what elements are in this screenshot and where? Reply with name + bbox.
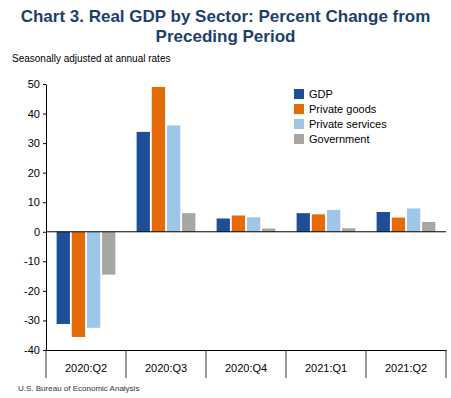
bar: [87, 232, 100, 328]
bar: [102, 232, 115, 275]
y-axis-line: [46, 85, 47, 351]
chart: Chart 3. Real GDP by Sector: Percent Cha…: [0, 0, 451, 398]
y-tick: -20: [24, 285, 46, 297]
y-tick-label: 0: [34, 226, 40, 238]
bar: [57, 232, 70, 324]
x-tick-label: 2020:Q2: [65, 362, 107, 374]
bar: [407, 208, 420, 231]
y-tick-label: -30: [24, 314, 40, 326]
y-tick: 30: [28, 137, 46, 149]
legend-label: GDP: [309, 88, 333, 100]
bars: [57, 87, 436, 337]
category-separator: [46, 350, 47, 378]
category-separator: [206, 350, 207, 378]
y-axis: -40 -30 -20 -10 0 10 20 30 40 50: [24, 78, 46, 356]
y-tick-label: 50: [28, 78, 40, 90]
y-tick: -10: [24, 255, 46, 267]
x-tick-label: 2020:Q3: [145, 362, 187, 374]
bar: [247, 217, 260, 231]
bar: [392, 218, 405, 232]
title: Chart 3. Real GDP by Sector: Percent Cha…: [21, 7, 431, 46]
x-tick: 2020:Q3: [145, 350, 187, 374]
y-tick-mark: [43, 232, 46, 233]
y-tick-mark: [43, 350, 46, 351]
legend-item: Private goods: [294, 103, 377, 115]
category-separator: [126, 350, 127, 378]
x-tick: 2020:Q4: [225, 350, 267, 374]
y-tick-label: 30: [28, 137, 40, 149]
y-tick: 40: [28, 108, 46, 120]
y-tick-mark: [43, 202, 46, 203]
category-separator: [286, 350, 287, 378]
zero-line: [46, 231, 446, 232]
y-tick: 50: [28, 78, 46, 90]
legend-item: Government: [294, 133, 370, 145]
bar: [182, 213, 195, 232]
bar: [422, 222, 435, 232]
y-tick: 0: [34, 226, 46, 238]
y-tick-mark: [43, 173, 46, 174]
y-tick: -30: [24, 314, 46, 326]
y-tick-mark: [43, 261, 46, 262]
source: U.S. Bureau of Economic Analysis: [18, 384, 139, 393]
legend-item: GDP: [294, 88, 333, 100]
x-tick: 2021:Q2: [385, 350, 427, 374]
bar: [232, 216, 245, 232]
category-separators: [46, 350, 446, 378]
legend-swatch: [294, 134, 304, 144]
y-tick-label: -10: [24, 255, 40, 267]
legend-item: Private services: [294, 118, 387, 130]
y-tick-mark: [43, 291, 46, 292]
legend-swatch: [294, 104, 304, 114]
subtitle: Seasonally adjusted at annual rates: [12, 53, 170, 64]
x-tick-label: 2021:Q1: [305, 362, 347, 374]
bar: [72, 232, 85, 337]
y-tick-mark: [43, 84, 46, 85]
x-tick-label: 2021:Q2: [385, 362, 427, 374]
y-tick-label: 40: [28, 108, 40, 120]
y-tick-mark: [43, 114, 46, 115]
legend-label: Private goods: [309, 103, 377, 115]
bar: [377, 212, 390, 232]
y-tick-label: -40: [24, 344, 40, 356]
x-tick-label: 2020:Q4: [225, 362, 267, 374]
y-tick: -40: [24, 344, 46, 356]
x-axis: 2020:Q2 2020:Q3 2020:Q4 2021:Q1 2021:Q2: [47, 350, 447, 374]
legend: GDP Private goods Private services Governme…: [294, 88, 387, 145]
y-tick: 10: [28, 196, 46, 208]
x-tick: 2021:Q1: [305, 350, 347, 374]
bar: [137, 132, 150, 232]
bar: [152, 87, 165, 232]
bar: [217, 218, 230, 231]
bar: [327, 210, 340, 232]
category-separator: [366, 350, 367, 378]
bar: [167, 125, 180, 231]
y-tick-label: 20: [28, 167, 40, 179]
y-tick-label: -20: [24, 285, 40, 297]
category-separator: [446, 350, 447, 378]
legend-label: Government: [309, 133, 370, 145]
legend-swatch: [294, 89, 304, 99]
y-tick: 20: [28, 167, 46, 179]
bar: [297, 213, 310, 232]
legend-label: Private services: [309, 118, 387, 130]
y-tick-mark: [43, 320, 46, 321]
x-tick: 2020:Q2: [65, 350, 107, 374]
bar: [312, 214, 325, 231]
y-tick-mark: [43, 143, 46, 144]
bar: [342, 228, 355, 232]
legend-swatch: [294, 119, 304, 129]
y-tick-label: 10: [28, 196, 40, 208]
x-axis-line: [47, 350, 447, 351]
